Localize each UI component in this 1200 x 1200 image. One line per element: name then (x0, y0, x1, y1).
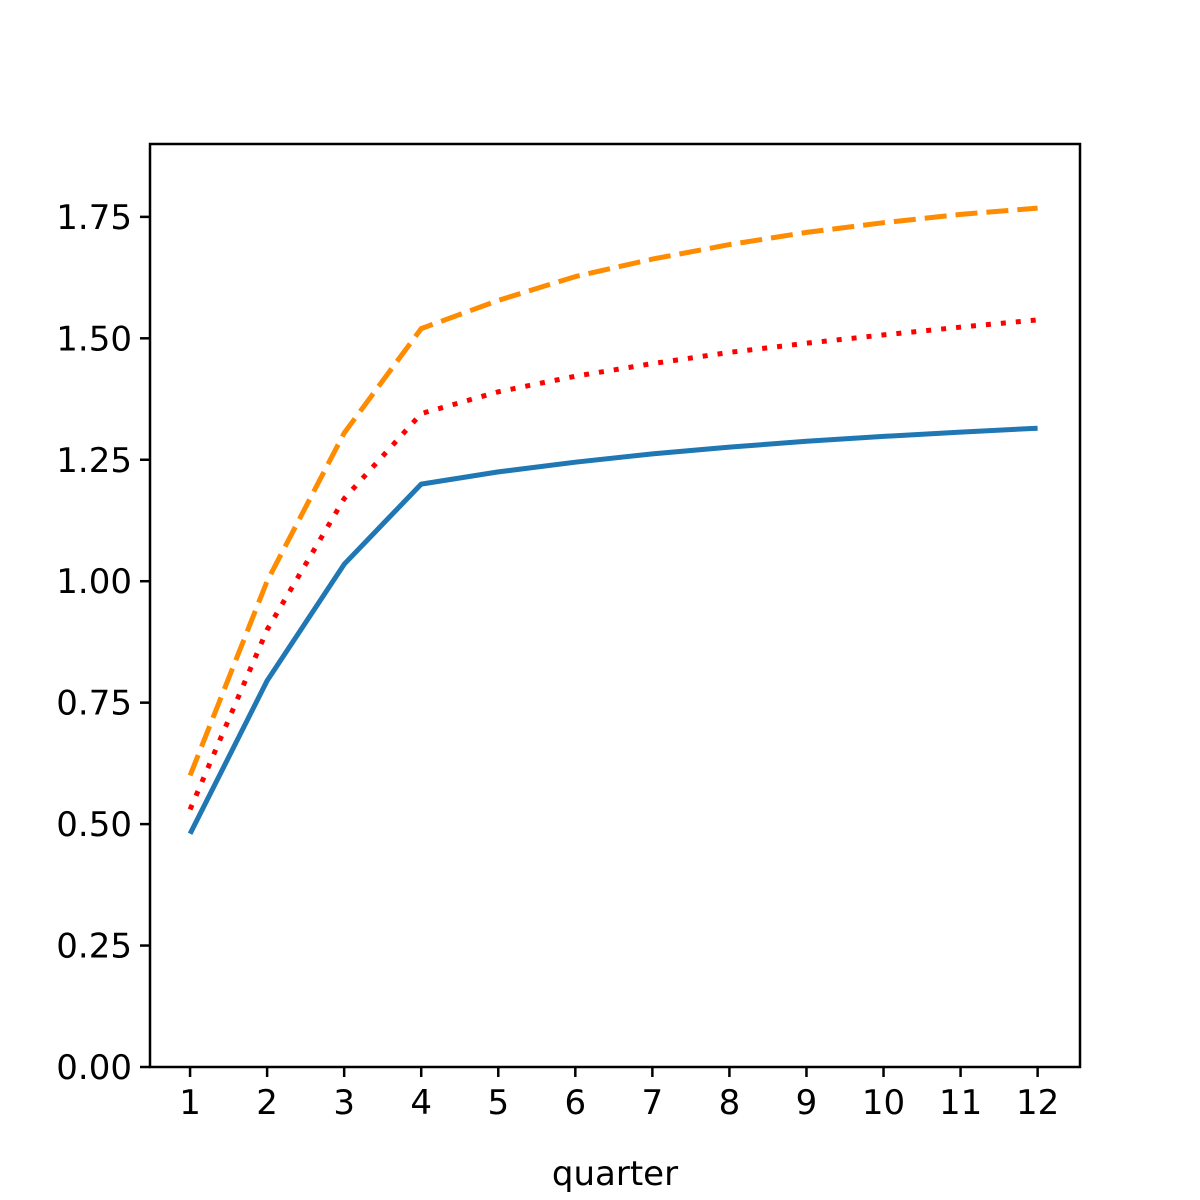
y-tick-label: 0.25 (56, 927, 132, 967)
y-tick-label: 0.00 (56, 1048, 132, 1088)
x-tick-label: 3 (333, 1083, 355, 1123)
x-tick-label: 1 (179, 1083, 201, 1123)
x-tick-label: 4 (410, 1083, 432, 1123)
x-tick-label: 10 (862, 1083, 905, 1123)
x-axis: 1 2 3 4 5 6 7 8 9 10 11 12 (179, 1067, 1059, 1123)
x-axis-title: quarter (552, 1154, 678, 1194)
x-tick-label: 6 (564, 1083, 586, 1123)
y-tick-label: 1.75 (56, 198, 132, 238)
y-tick-label: 0.50 (56, 805, 132, 845)
plot-frame (148, 142, 1082, 1069)
y-axis: 0.00 0.25 0.50 0.75 1.00 1.25 1.50 1.75 (56, 198, 150, 1088)
y-tick-label: 0.75 (56, 684, 132, 724)
y-tick-label: 1.25 (56, 441, 132, 481)
x-tick-label: 7 (642, 1083, 664, 1123)
x-tick-label: 11 (939, 1083, 982, 1123)
series-line-2 (187, 317, 1038, 811)
x-tick-label: 8 (719, 1083, 741, 1123)
x-tick-label: 2 (256, 1083, 278, 1123)
x-tick-label: 9 (796, 1083, 818, 1123)
series-layer (187, 205, 1038, 835)
series-line-3 (187, 205, 1038, 777)
y-tick-label: 1.00 (56, 562, 132, 602)
x-tick-label: 12 (1016, 1083, 1059, 1123)
x-tick-label: 5 (487, 1083, 509, 1123)
y-tick-label: 1.50 (56, 319, 132, 359)
series-line-1 (187, 425, 1038, 835)
